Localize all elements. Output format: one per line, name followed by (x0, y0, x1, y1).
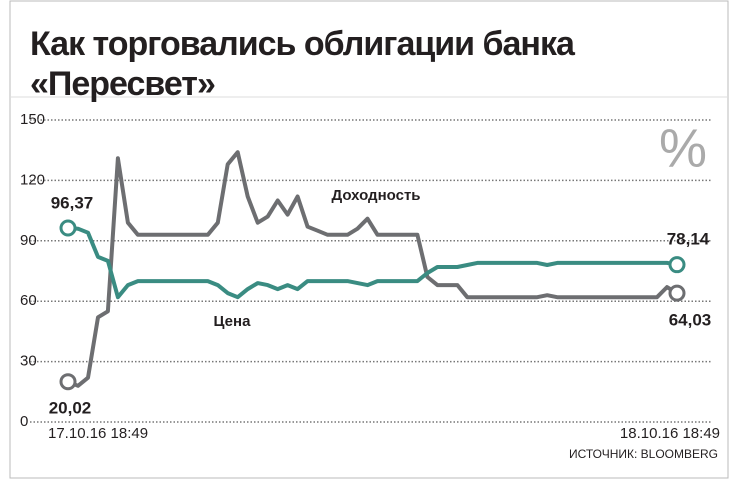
unit-annotation: % (659, 118, 707, 178)
y-tick-label: 60 (20, 292, 37, 309)
x-tick-label: 17.10.16 18:49 (48, 425, 148, 442)
chart-title: Как торговались облигации банка «Пересве… (30, 25, 575, 103)
source: ИСТОЧНИК: BLOOMBERG (569, 447, 718, 461)
series-line (67, 226, 678, 300)
end-marker (668, 256, 686, 274)
y-tick-label: 0 (20, 413, 28, 430)
end-marker (668, 284, 686, 302)
y-tick-label: 120 (20, 171, 45, 188)
value-label: 96,37 (51, 193, 94, 212)
frame (9, 0, 729, 479)
value-label: 78,14 (667, 229, 710, 248)
y-tick-label: 150 (20, 111, 45, 128)
series-name: Цена (214, 313, 252, 330)
series-line (67, 150, 679, 388)
end-marker (59, 219, 77, 237)
end-marker (59, 373, 77, 391)
value-label: 20,02 (49, 398, 92, 417)
y-tick-label: 30 (20, 353, 37, 370)
series-name: Доходность (331, 187, 420, 204)
x-tick-label: 18.10.16 18:49 (620, 425, 720, 442)
y-tick-label: 90 (20, 232, 37, 249)
value-label: 64,03 (669, 310, 712, 329)
